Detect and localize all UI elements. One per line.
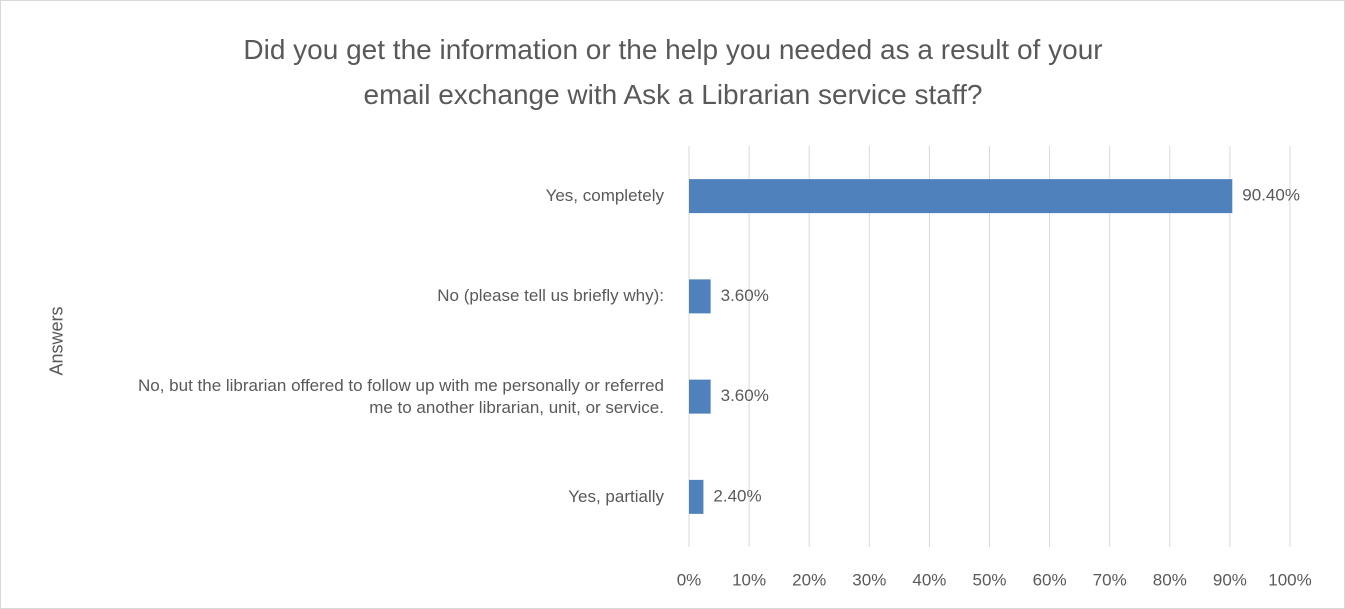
x-tick-label: 100% [1268,570,1311,589]
data-label: 3.60% [721,386,769,405]
bar [689,479,704,514]
bar [689,179,1233,214]
category-label: Yes, completely [545,186,664,206]
x-tick-label: 60% [1033,570,1067,589]
chart-title: Did you get the information or the help … [243,34,1103,110]
bar [689,379,711,414]
x-tick-label: 10% [732,570,766,589]
x-tick-label: 20% [792,570,826,589]
data-label: 3.60% [721,286,769,305]
category-label: No (please tell us briefly why): [437,286,664,306]
bar [689,279,711,314]
data-label: 90.40% [1242,186,1300,205]
x-tick-label: 40% [912,570,946,589]
x-tick-label: 70% [1093,570,1127,589]
x-tick-label: 90% [1213,570,1247,589]
data-label: 2.40% [713,486,761,505]
x-tick-label: 30% [852,570,886,589]
x-tick-label: 80% [1153,570,1187,589]
category-label: Yes, partially [568,486,664,506]
category-label: No, but the librarian offered to follow … [137,375,664,417]
x-tick-label: 0% [677,570,702,589]
x-tick-label: 50% [972,570,1006,589]
